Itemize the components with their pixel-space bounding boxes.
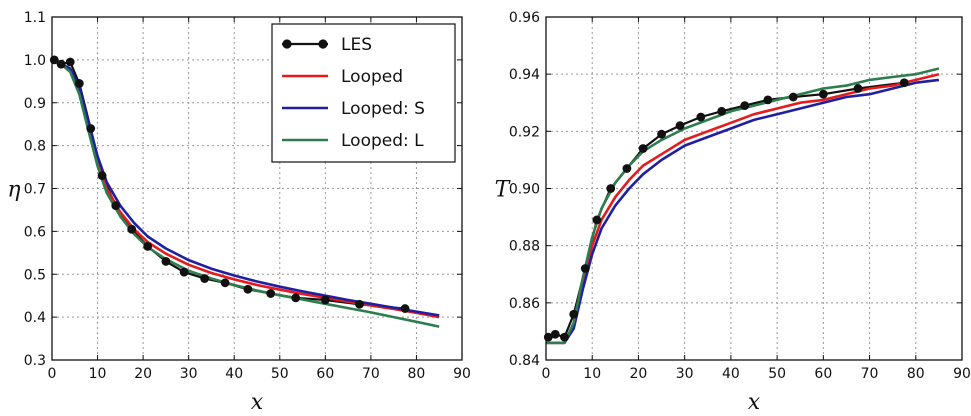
x-tick-label: 60 [316,366,334,382]
y-tick-label: 0.8 [24,139,46,155]
les-data-point [569,309,579,319]
les-data-point [355,299,364,309]
y-tick-label: 0.6 [24,224,46,240]
les-data-point [65,57,75,67]
x-tick-label: 10 [583,366,601,382]
x-tick-label: 30 [180,366,198,382]
x-tick-label: 70 [362,366,380,382]
y-tick-label: 0.3 [24,353,46,369]
les-data-point [74,79,84,88]
les-data-point [788,92,798,102]
les-data-point [220,278,230,288]
legend-label: Looped [341,67,403,87]
les-data-point [179,267,189,277]
les-data-point [763,95,773,105]
legend-label: Looped: S [341,99,425,119]
series-line-looped-s [51,58,440,317]
legend-marker [318,39,328,49]
x-tick-label: 60 [814,366,832,382]
x-tick-label: 40 [225,366,243,382]
x-tick-label: 50 [271,366,289,382]
x-tick-label: 80 [408,366,426,382]
les-data-point [550,329,560,339]
les-data-point [291,293,301,303]
temperature-chart-panel: 0 10 20 30 40 50 60 70 80 90 0.84 0.86 0.88 0.90 0.92 0… [495,10,971,415]
legend-label: LES [341,35,372,55]
x-tick-label: 20 [630,366,648,382]
les-data-point [853,84,863,93]
x-tick-label: 90 [453,366,471,382]
les-data-point [899,78,909,88]
y-tick-label: 0.94 [509,67,540,83]
les-data-point [592,215,602,225]
x-tick-label: 20 [134,366,152,382]
les-data-point [400,304,410,313]
les-data-point [657,129,666,139]
x-tick-label: 0 [48,366,57,382]
les-data-point [127,224,137,234]
les-data-point [143,241,153,251]
les-data-point [675,121,685,131]
y-tick-label: 0.86 [509,296,540,312]
les-data-point [717,106,727,116]
les-data-point [606,184,616,193]
les-data-point [818,89,828,99]
les-data-point [696,112,706,122]
x-tick-label: 90 [953,366,971,382]
x-axis-label: x [251,390,264,415]
x-tick-label: 0 [542,366,551,382]
les-data-point [266,289,276,298]
les-data-point [243,284,253,294]
series-line-looped-l [546,67,940,345]
series-line-looped-s [546,78,940,345]
les-data-point [622,164,632,173]
y-tick-label: 0.92 [509,124,540,140]
legend-marker [282,39,292,49]
y-tick-label: 1.1 [24,10,46,26]
y-tick-label: 0.84 [509,353,540,369]
legend-label: Looped: L [341,131,424,151]
y-tick-label: 1.0 [24,53,46,69]
y-tick-label: 0.90 [509,182,540,198]
les-data-point [111,201,121,211]
x-tick-label: 50 [768,366,786,382]
y-tick-label: 0.5 [24,267,46,283]
y-axis-label: η [7,178,20,203]
y-tick-label: 0.96 [509,10,540,26]
x-tick-label: 80 [907,366,925,382]
y-tick-label: 0.9 [24,96,46,112]
y-axis-label: T [495,178,512,203]
les-data-point [97,171,107,181]
les-data-point [56,59,66,69]
x-axis-label: x [748,390,761,415]
les-data-point [161,256,171,266]
x-tick-label: 10 [89,366,107,382]
x-tick-label: 70 [861,366,879,382]
les-data-point [86,124,96,133]
x-tick-label: 30 [676,366,694,382]
y-tick-label: 0.4 [24,310,46,326]
les-data-point [580,264,590,273]
les-data-point [740,101,750,111]
series-line-looped-l [51,58,440,328]
legend: LES Looped Looped: S Looped: L [271,23,456,163]
les-data-point [560,332,569,342]
x-tick-label: 40 [722,366,740,382]
les-data-point [638,144,648,153]
les-data-point [320,295,330,305]
eta-chart-panel: 0 10 20 30 40 50 60 70 80 90 0.3 0.4 0.5 0.6 0.7 0.8 0.9… [7,10,471,415]
les-data-point [200,274,210,283]
y-tick-label: 0.88 [509,239,540,255]
y-tick-label: 0.7 [24,182,46,198]
